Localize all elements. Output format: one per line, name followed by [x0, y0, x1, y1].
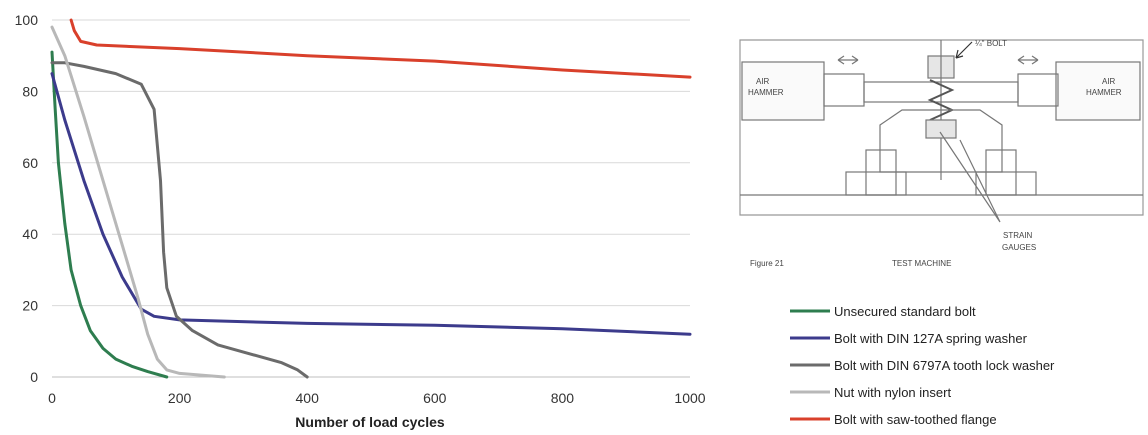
spring-washer	[927, 79, 955, 121]
machine-frame	[739, 39, 1144, 216]
left-arrow-icon	[837, 55, 859, 65]
right-hammer-label-1: AIR	[1102, 77, 1116, 86]
x-axis-title: Number of load cycles	[295, 414, 445, 430]
legend-label-3: Bolt with DIN 6797A tooth lock washer	[834, 358, 1055, 373]
y-tick-label: 100	[15, 12, 39, 28]
legend-label-4: Nut with nylon insert	[834, 385, 951, 400]
right-air-hammer	[1055, 61, 1141, 121]
left-hammer-label-1: AIR	[756, 77, 770, 86]
x-tick-label: 600	[423, 390, 447, 406]
series-line-2	[50, 72, 692, 336]
legend-label-5: Bolt with saw-toothed flange	[834, 412, 997, 427]
right-base-block	[975, 171, 1037, 196]
lower-nut	[925, 119, 957, 139]
series-line-4	[50, 25, 226, 379]
diagram-caption: TEST MACHINE	[892, 259, 951, 268]
gridlines	[52, 19, 690, 307]
bolt-pointer-icon	[955, 41, 973, 59]
right-arrow-icon	[1017, 55, 1039, 65]
x-tick-label: 1000	[674, 390, 705, 406]
test-machine-diagram	[739, 39, 1144, 223]
bolt-label: ¼" BOLT	[975, 39, 1007, 48]
y-tick-label: 0	[30, 369, 38, 385]
y-tick-label: 60	[22, 155, 38, 171]
left-air-hammer	[741, 61, 825, 121]
strain-gauge-leaders	[939, 131, 1001, 223]
x-tick-label: 400	[296, 390, 320, 406]
series-lines	[50, 18, 692, 379]
y-tick-label: 40	[22, 226, 38, 242]
legend-label-1: Unsecured standard bolt	[834, 304, 976, 319]
series-line-1	[50, 50, 169, 379]
x-tick-label: 800	[551, 390, 575, 406]
left-base-block	[845, 171, 907, 196]
right-rod	[1017, 73, 1059, 107]
x-tick-label: 0	[48, 390, 56, 406]
y-tick-label: 80	[22, 83, 38, 99]
left-hammer-label-2: HAMMER	[748, 88, 784, 97]
series-line-5	[69, 18, 692, 79]
diagram-labels: ¼" BOLT AIR HAMMER AIR HAMMER STRAIN GAU…	[748, 39, 1122, 268]
figure-label: Figure 21	[750, 259, 784, 268]
legend-label-2: Bolt with DIN 127A spring washer	[834, 331, 1028, 346]
strain-label-1: STRAIN	[1003, 231, 1033, 240]
left-rod	[823, 73, 865, 107]
x-tick-label: 200	[168, 390, 192, 406]
legend: Unsecured standard bolt Bolt with DIN 127…	[790, 304, 1055, 427]
series-line-3	[50, 61, 309, 379]
y-tick-label: 20	[22, 298, 38, 314]
strain-label-2: GAUGES	[1002, 243, 1036, 252]
right-hammer-label-2: HAMMER	[1086, 88, 1122, 97]
